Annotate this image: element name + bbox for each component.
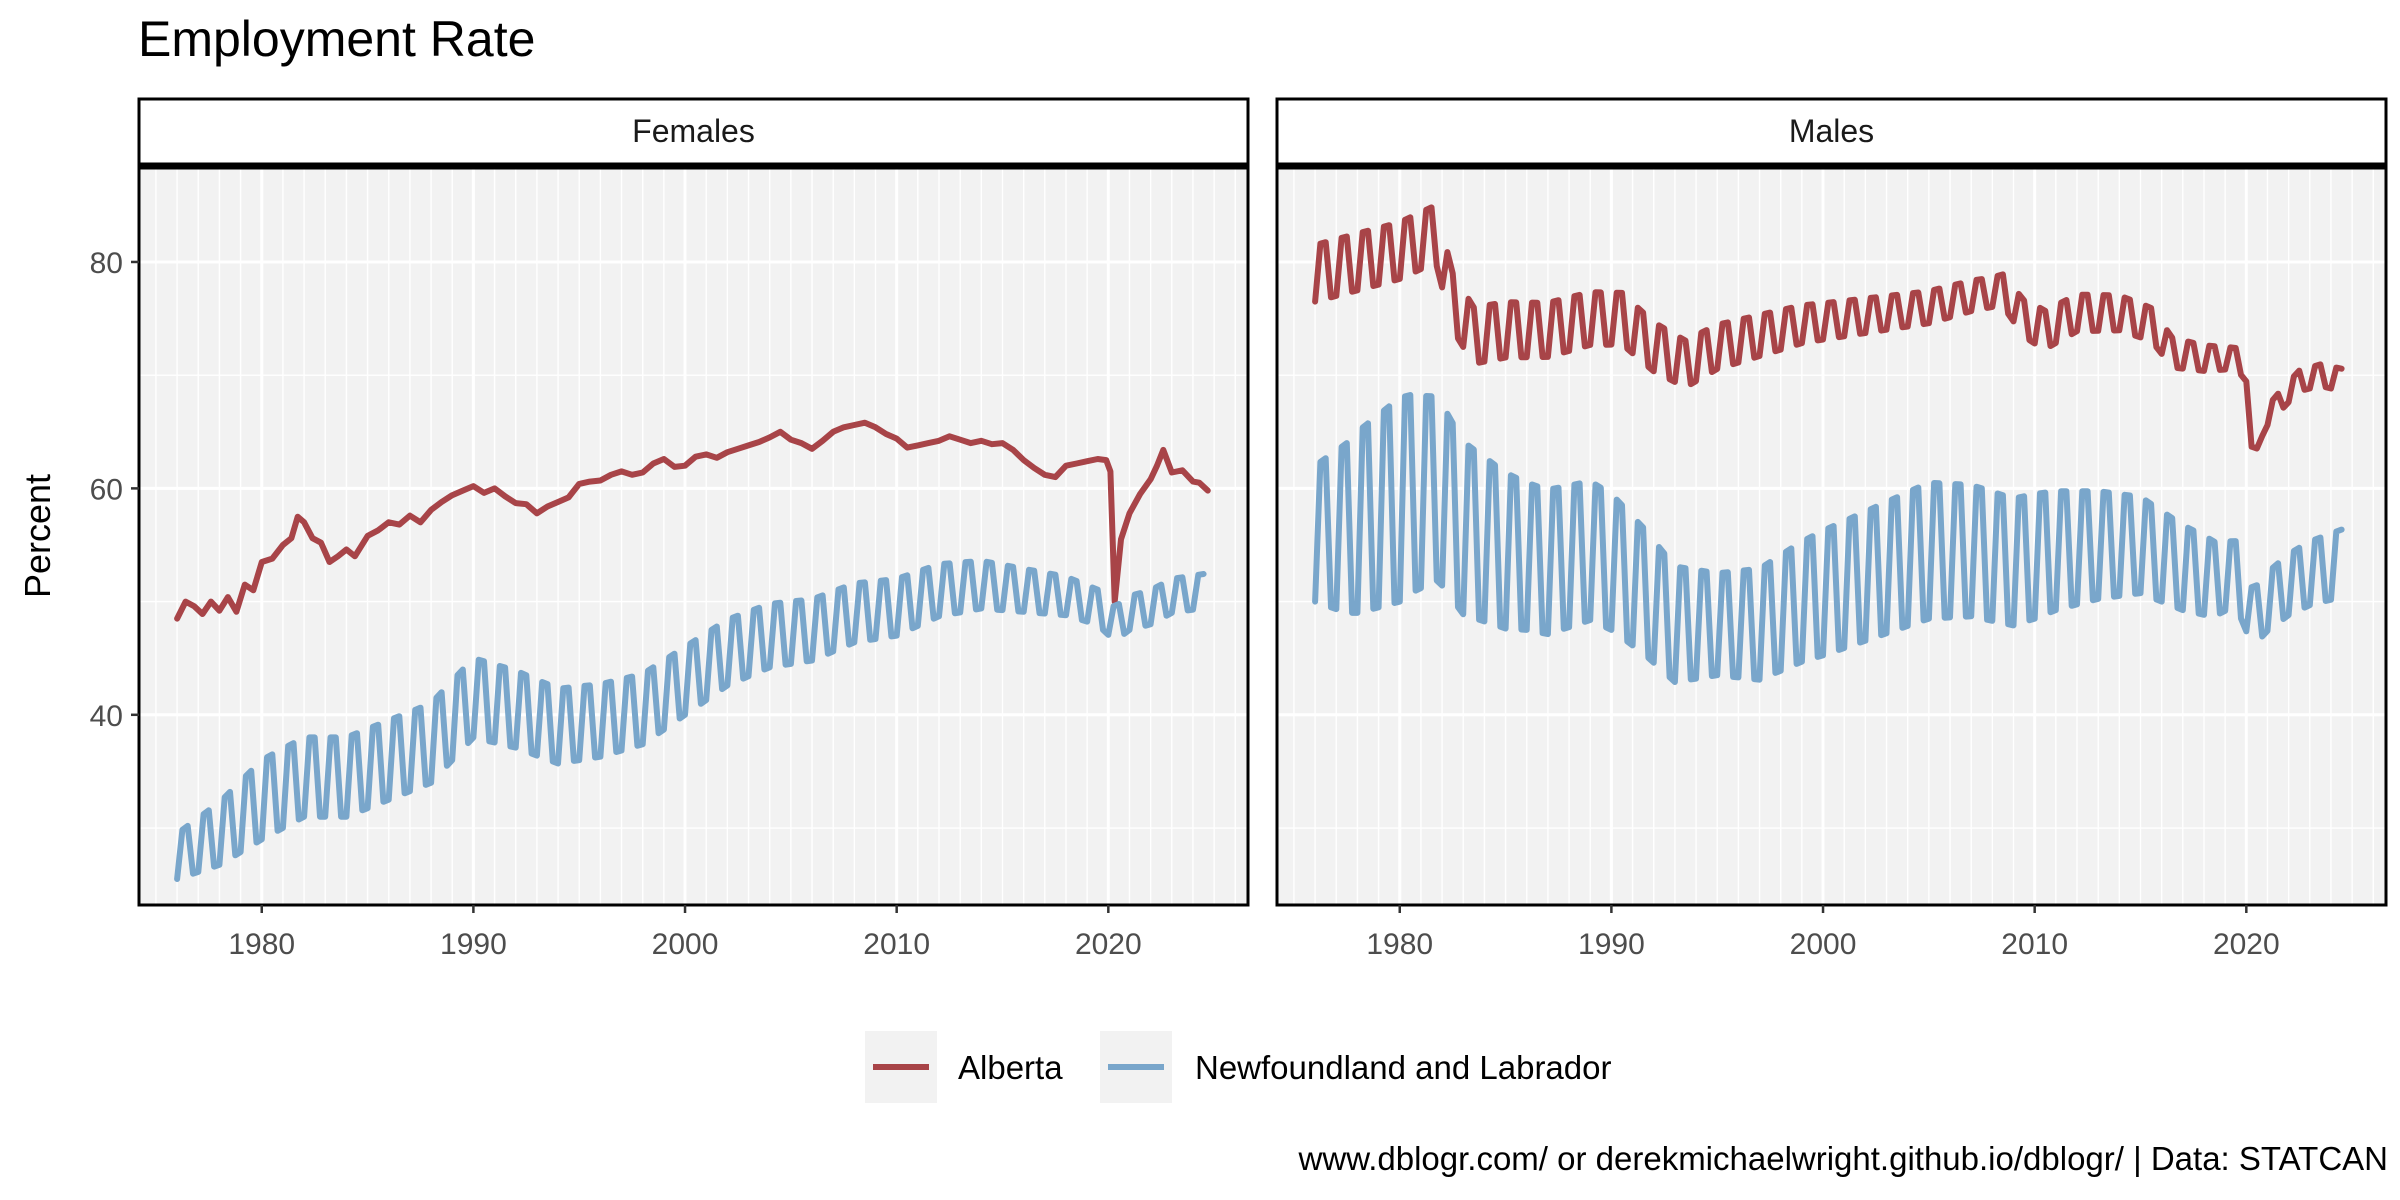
series-line-newfoundland-and-labrador [174,558,1207,882]
plot-background [139,168,1248,905]
legend: Alberta Newfoundland and Labrador [865,1031,1611,1103]
series-line-newfoundland-and-labrador [1312,392,2345,685]
facet-panels: Females 1980 1990 2000 2010 2020 40 60 80 Males 19… [90,97,2388,961]
panel-males: Males 1980 1990 2000 2010 2020 [1275,97,2388,961]
x-tick-label: 1980 [228,928,295,961]
y-tick-label: 40 [90,700,123,733]
panel-border [137,166,1250,907]
x-tick-label: 2020 [2213,928,2280,961]
x-tick-label: 1990 [1578,928,1645,961]
y-axis-label: Percent [17,474,58,598]
x-tick-label: 1990 [440,928,507,961]
legend-item-newfoundland-and-labrador: Newfoundland and Labrador [1100,1031,1611,1103]
chart-title: Employment Rate [138,11,535,67]
x-tick-label: 2010 [2001,928,2068,961]
x-tick-label: 2000 [1790,928,1857,961]
legend-label: Newfoundland and Labrador [1195,1049,1611,1086]
x-tick-label: 2020 [1075,928,1142,961]
x-tick-label: 1980 [1366,928,1433,961]
facet-label: Females [632,113,755,149]
legend-label: Alberta [958,1049,1063,1086]
panel-females: Females 1980 1990 2000 2010 2020 40 60 80 [90,97,1250,961]
chart-caption: www.dblogr.com/ or derekmichaelwright.gi… [1298,1140,2388,1177]
y-tick-label: 60 [90,473,123,506]
y-tick-label: 80 [90,247,123,280]
facet-strip [1275,97,2388,167]
series-line-alberta [1312,204,2345,452]
panel-border [1275,166,2388,907]
facet-strip [137,97,1250,167]
x-tick-label: 2010 [863,928,930,961]
series-line-alberta [174,419,1211,622]
legend-item-alberta: Alberta [865,1031,1063,1103]
facet-label: Males [1789,113,1874,149]
x-tick-label: 2000 [652,928,719,961]
